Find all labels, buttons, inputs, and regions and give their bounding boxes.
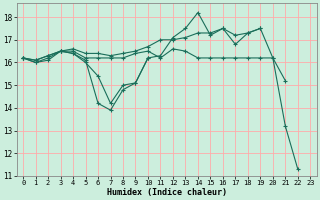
X-axis label: Humidex (Indice chaleur): Humidex (Indice chaleur) <box>107 188 227 197</box>
